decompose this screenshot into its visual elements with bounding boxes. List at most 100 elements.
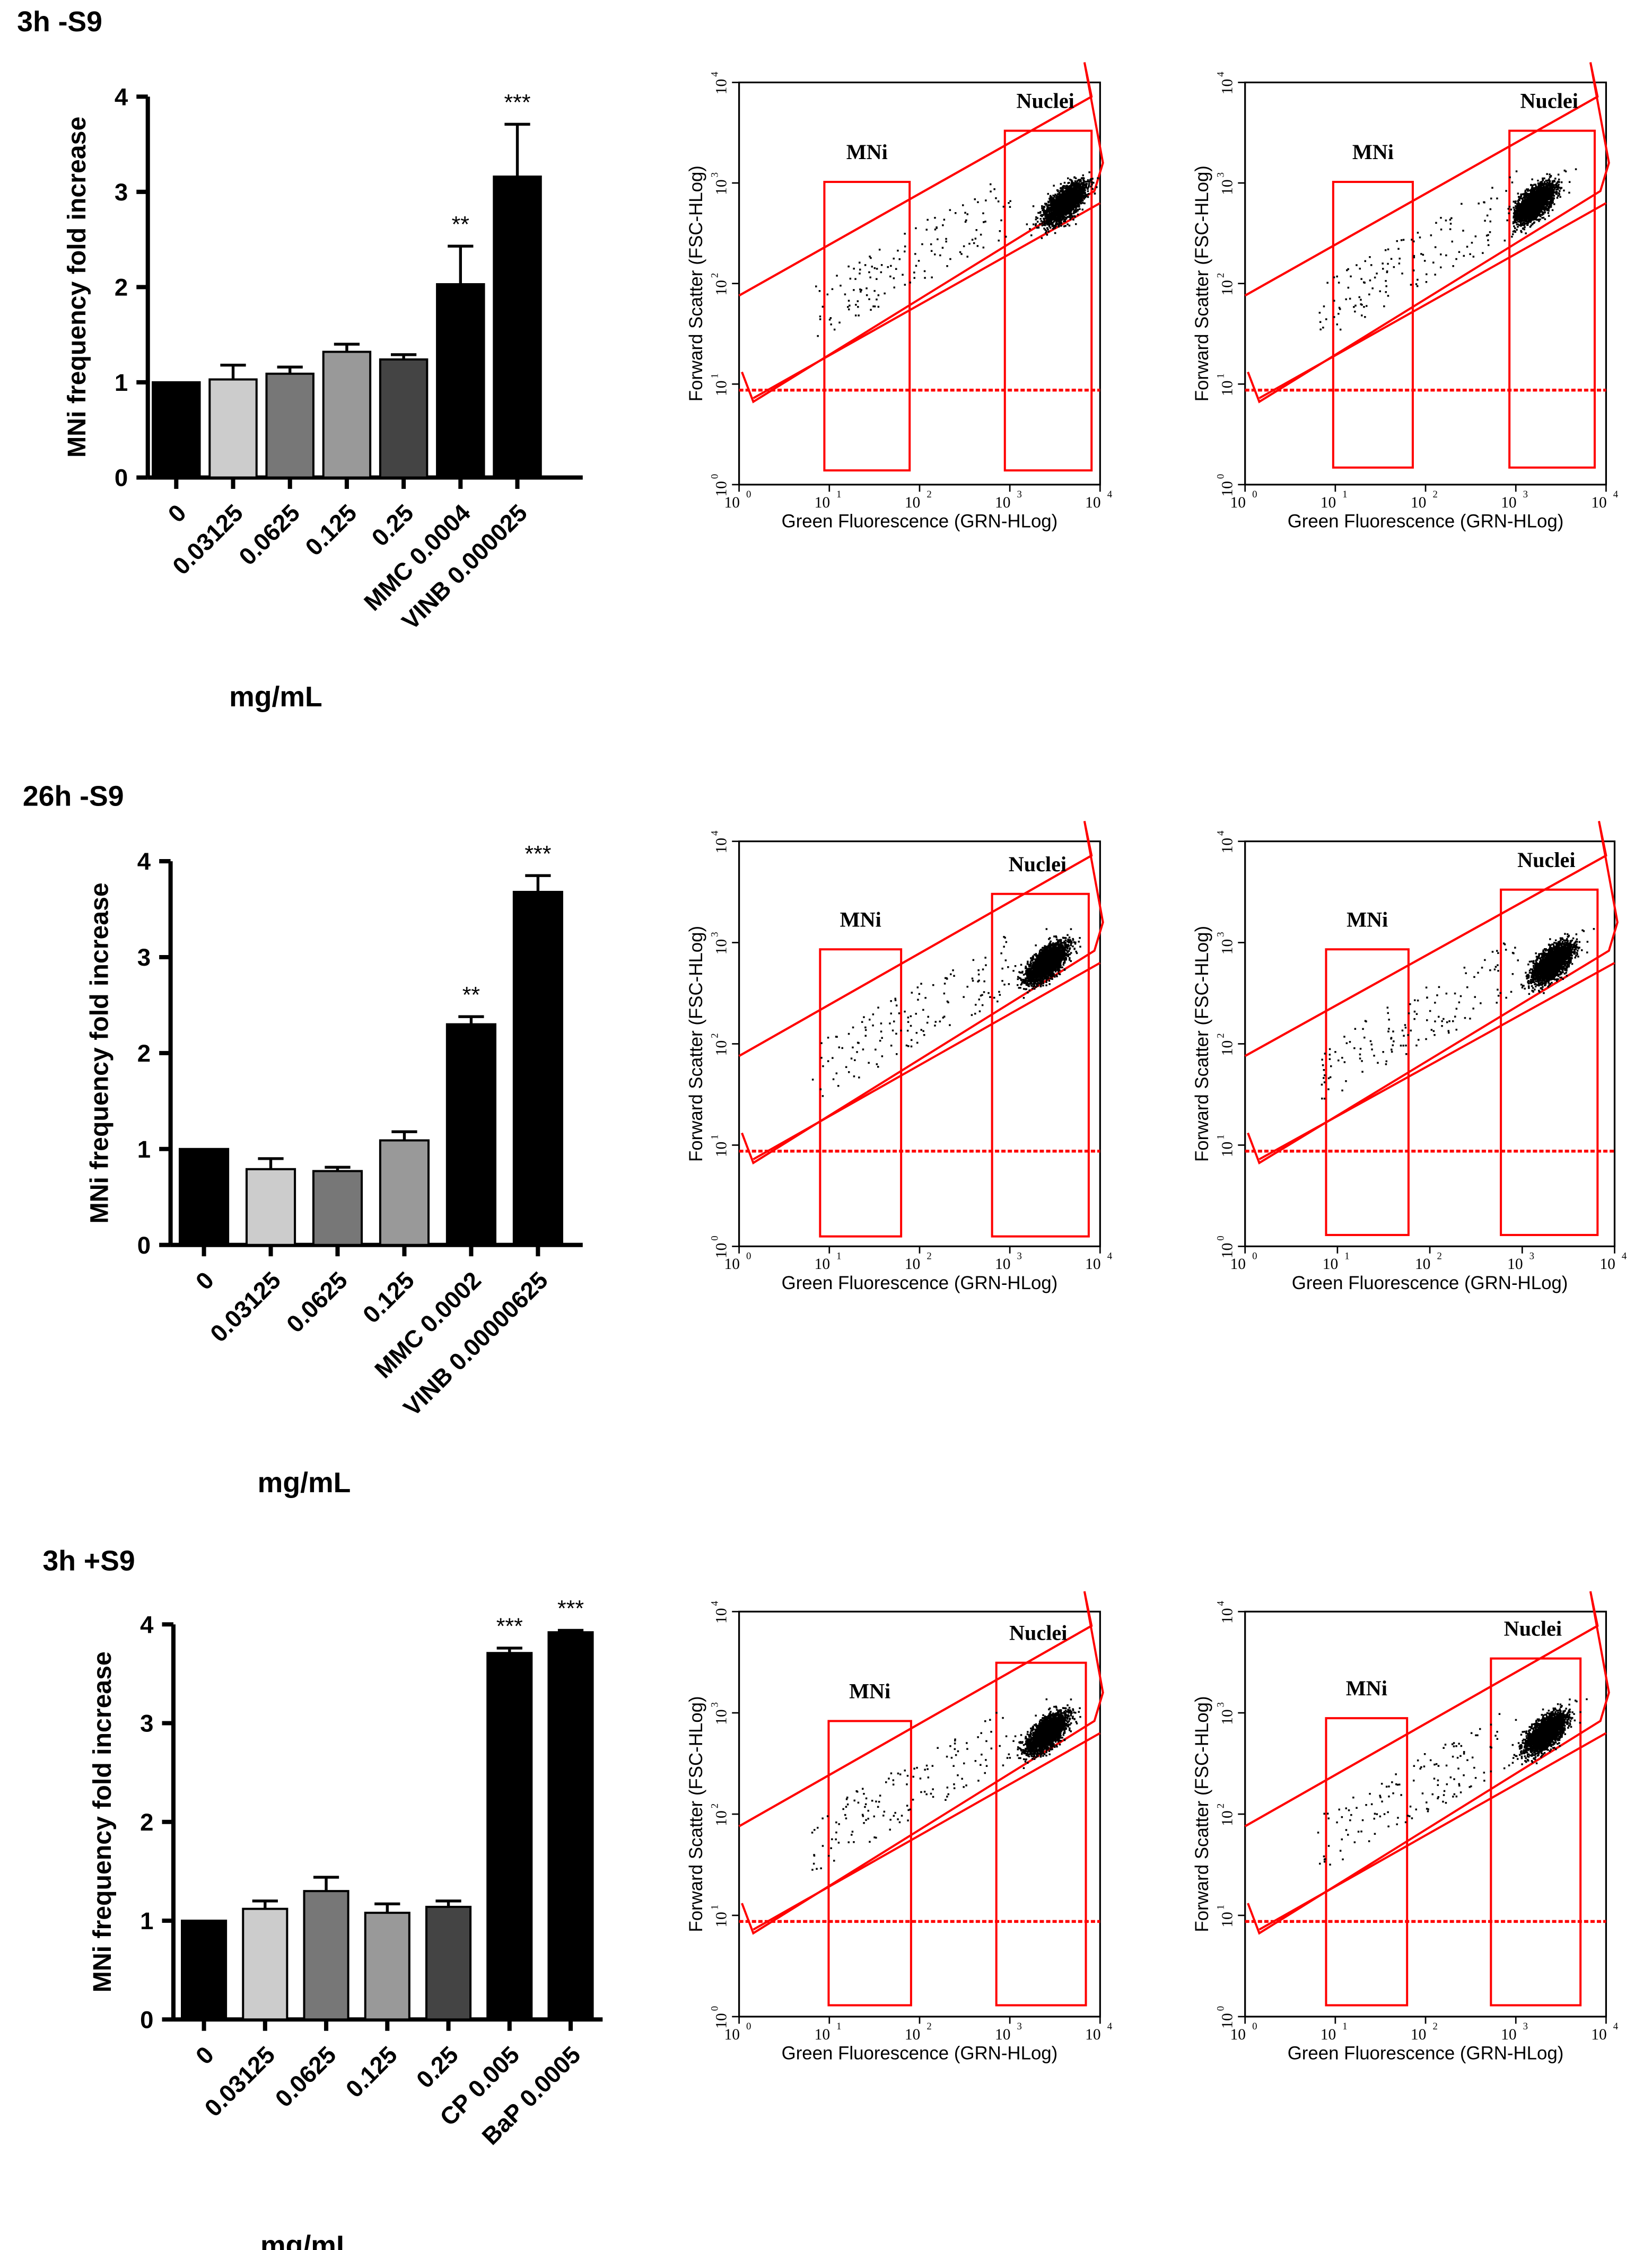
mni-gate bbox=[823, 181, 911, 472]
y-tick-label: 10 bbox=[1219, 838, 1236, 853]
x-tick-label: 10 bbox=[1230, 1256, 1246, 1273]
y-tick-exponent: 3 bbox=[709, 932, 720, 936]
band-gate-lower bbox=[753, 961, 1101, 1160]
bar bbox=[547, 1631, 594, 2021]
flow-plot-1: 10 0 10 0 10 1 10 1 10 2 10 2 10 3 10 3 10 4 10 4 Green Fluo… bbox=[686, 62, 1113, 531]
y-tick-label: 10 bbox=[1219, 1608, 1236, 1623]
y-tick-label: 10 bbox=[1219, 1810, 1236, 1826]
y-tick-label: 10 bbox=[1219, 1142, 1236, 1157]
plot-frame bbox=[738, 840, 1101, 1247]
y-tick-label: 10 bbox=[1219, 1243, 1236, 1258]
flow-plot-2: 10 0 10 0 10 1 10 1 10 2 10 2 10 3 10 3 10 4 10 4 Green Fluo… bbox=[1192, 62, 1619, 531]
bar bbox=[493, 176, 542, 479]
y-tick-label: 4 bbox=[140, 1611, 154, 1638]
x-axis-label: mg/mL bbox=[229, 681, 322, 713]
y-tick-exponent: 3 bbox=[1215, 932, 1226, 936]
mni-gate-label: MNi bbox=[1346, 1676, 1387, 1700]
y-tick-exponent: 1 bbox=[709, 373, 720, 378]
bar-chart-2: 26h -S9 0 1 2 3 4 MNi frequency fold increase 0… bbox=[23, 781, 583, 1499]
x-tick-exponent: 1 bbox=[836, 2021, 841, 2032]
x-tick-exponent: 3 bbox=[1017, 2021, 1022, 2032]
nuclei-gate-label: Nuclei bbox=[1009, 852, 1067, 876]
bar bbox=[181, 1920, 228, 2021]
mni-gate bbox=[1332, 181, 1414, 469]
y-tick-label: 10 bbox=[713, 1040, 730, 1056]
x-tick-exponent: 0 bbox=[746, 489, 751, 500]
bar bbox=[425, 1905, 472, 2021]
x-tick-exponent: 0 bbox=[1252, 2021, 1257, 2032]
x-tick-label: 10 bbox=[724, 1256, 739, 1273]
flow-plot-4: 10 0 10 0 10 1 10 1 10 2 10 2 10 3 10 3 10 4 10 4 Green Fluo… bbox=[1192, 820, 1627, 1293]
x-tick-exponent: 0 bbox=[1252, 1250, 1257, 1262]
y-tick-exponent: 4 bbox=[1215, 830, 1226, 836]
y-tick-exponent: 4 bbox=[1215, 72, 1226, 77]
y-tick-label: 10 bbox=[713, 1709, 730, 1724]
mni-gate bbox=[819, 948, 903, 1238]
bar-chart-1: 3h -S9 0 1 2 3 4 MNi frequency fold increase 0 0… bbox=[17, 6, 583, 713]
mni-gate-label: MNi bbox=[846, 140, 888, 164]
y-tick-label: 10 bbox=[713, 481, 730, 496]
x-tick-exponent: 1 bbox=[836, 1250, 841, 1262]
x-axis-label: mg/mL bbox=[258, 1467, 351, 1499]
band-gate-lower bbox=[753, 1732, 1101, 1931]
y-tick-label: 4 bbox=[115, 83, 128, 110]
event-dots bbox=[811, 928, 1081, 1097]
x-axis-title: Green Fluorescence (GRN-HLog) bbox=[1292, 1273, 1568, 1293]
y-tick-label: 10 bbox=[713, 179, 730, 195]
y-tick-label: 10 bbox=[1219, 2013, 1236, 2028]
y-tick-exponent: 4 bbox=[709, 72, 720, 77]
y-tick-label: 10 bbox=[713, 1142, 730, 1157]
bar bbox=[152, 381, 201, 479]
y-tick-exponent: 2 bbox=[709, 1803, 720, 1808]
y-tick-label: 10 bbox=[713, 1608, 730, 1623]
category-label: 0 bbox=[190, 1266, 219, 1295]
x-tick-exponent: 4 bbox=[1107, 1250, 1113, 1262]
category-label: 0 bbox=[163, 499, 191, 528]
y-tick-label: 10 bbox=[713, 838, 730, 853]
plot-frame bbox=[738, 81, 1101, 486]
nuclei-gate-label: Nuclei bbox=[1009, 1621, 1067, 1645]
y-tick-label: 2 bbox=[115, 274, 128, 301]
y-tick-label: 10 bbox=[713, 939, 730, 955]
y-tick-label: 10 bbox=[713, 2013, 730, 2028]
y-tick-exponent: 3 bbox=[709, 1702, 720, 1707]
mni-gate-label: MNi bbox=[1352, 140, 1394, 164]
nuclei-gate bbox=[1508, 129, 1596, 469]
mni-gate-label: MNi bbox=[1347, 907, 1388, 931]
bar bbox=[245, 1168, 296, 1246]
y-tick-exponent: 2 bbox=[1215, 273, 1226, 278]
x-tick-exponent: 3 bbox=[1017, 1250, 1022, 1262]
nuclei-gate-label: Nuclei bbox=[1016, 89, 1074, 113]
x-tick-exponent: 4 bbox=[1613, 2021, 1619, 2032]
y-tick-exponent: 4 bbox=[1215, 1600, 1226, 1606]
y-axis-title: Forward Scatter (FSC-HLog) bbox=[1192, 1696, 1212, 1932]
x-tick-label: 10 bbox=[1591, 2026, 1606, 2043]
x-tick-label: 10 bbox=[1230, 494, 1246, 511]
significance-label: ** bbox=[452, 212, 470, 237]
x-tick-label: 10 bbox=[1230, 2026, 1246, 2043]
nuclei-gate-label: Nuclei bbox=[1504, 1617, 1562, 1641]
x-tick-exponent: 3 bbox=[1017, 489, 1022, 500]
nuclei-gate-label: Nuclei bbox=[1520, 89, 1578, 113]
y-tick-exponent: 3 bbox=[1215, 172, 1226, 177]
category-label: 0.0625 bbox=[270, 2041, 342, 2113]
y-tick-label: 2 bbox=[137, 1040, 151, 1067]
x-tick-label: 10 bbox=[905, 2026, 920, 2043]
category-label: 0.25 bbox=[411, 2041, 464, 2094]
y-axis-title: Forward Scatter (FSC-HLog) bbox=[1192, 165, 1212, 401]
y-tick-label: 10 bbox=[1219, 79, 1236, 94]
mni-gate bbox=[1325, 948, 1410, 1236]
significance-label: ** bbox=[462, 982, 480, 1008]
category-label: 0.0625 bbox=[234, 499, 305, 571]
x-tick-label: 10 bbox=[1411, 2026, 1426, 2043]
panel-title: 3h -S9 bbox=[17, 6, 102, 38]
event-dots bbox=[1317, 1698, 1588, 1866]
flow-plot-3: 10 0 10 0 10 1 10 1 10 2 10 2 10 3 10 3 10 4 10 4 Green Fluo… bbox=[686, 820, 1113, 1293]
y-tick-exponent: 1 bbox=[1215, 373, 1226, 378]
y-tick-exponent: 1 bbox=[1215, 1905, 1226, 1910]
x-tick-label: 10 bbox=[1085, 2026, 1100, 2043]
bar bbox=[303, 1890, 349, 2021]
x-axis-label: mg/mL bbox=[260, 2230, 354, 2250]
flow-plot-6: 10 0 10 0 10 1 10 1 10 2 10 2 10 3 10 3 10 4 10 4 Green Fluo… bbox=[1192, 1591, 1619, 2063]
